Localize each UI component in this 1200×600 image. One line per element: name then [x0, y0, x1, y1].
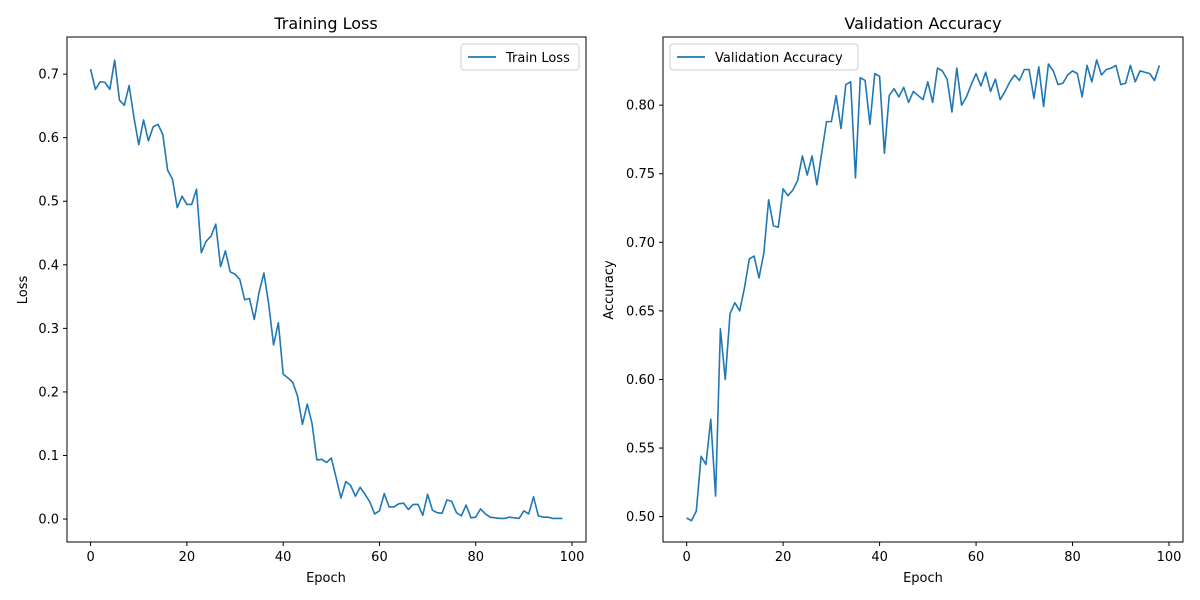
legend: Train Loss: [460, 43, 580, 71]
legend-box: [460, 43, 580, 71]
x-axis-label: Epoch: [903, 571, 943, 586]
y-tick-label: 0.75: [626, 167, 655, 182]
y-tick-label: 0.7: [38, 68, 59, 83]
y-tick-label: 0.1: [38, 449, 59, 464]
x-tick-label: 0: [682, 550, 690, 565]
chart-title: Training Loss: [273, 14, 377, 33]
y-tick-label: 0.80: [626, 99, 655, 114]
x-tick-label: 100: [1157, 550, 1182, 565]
x-tick-label: 0: [86, 550, 94, 565]
y-axis-label: Loss: [16, 276, 31, 305]
y-grid-ticks: 0 20 40 60 80 100 0.50 0.55 0.60 0.65 0.70 0.75 0.80: [626, 99, 1181, 565]
legend-label: Train Loss: [505, 51, 570, 66]
series-line-validation-accuracy: [686, 59, 1161, 522]
x-tick-label: 60: [371, 550, 388, 565]
legend: Validation Accuracy: [669, 43, 859, 71]
legend-label: Validation Accuracy: [715, 51, 843, 66]
x-tick-label: 100: [560, 550, 585, 565]
plot-frame: [66, 36, 587, 543]
y-tick-label: 0.6: [38, 131, 59, 146]
plot-frame: [662, 36, 1184, 543]
x-tick-label: 40: [275, 550, 292, 565]
x-tick-label: 20: [775, 550, 792, 565]
chart-accuracy: Validation Accuracy 0 20 40 60 80 100 0.50 0.55…: [602, 14, 1184, 586]
y-axis-label: Accuracy: [602, 260, 617, 320]
y-tick-label: 0.65: [626, 304, 655, 319]
y-tick-label: 0.4: [38, 258, 59, 273]
chart-title: Validation Accuracy: [844, 14, 1001, 33]
y-tick-label: 0.50: [626, 510, 655, 525]
legend-box: [669, 43, 859, 71]
y-tick-label: 0.5: [38, 195, 59, 210]
x-tick-label: 80: [467, 550, 484, 565]
y-tick-label: 0.3: [38, 322, 59, 337]
y-tick-label: 0.70: [626, 236, 655, 251]
x-tick-label: 60: [968, 550, 985, 565]
chart-loss: Training Loss 0 20 40 60 80 100 0.0 0.1 0.2 0.3 0.…: [16, 14, 587, 586]
y-tick-label: 0.55: [626, 442, 655, 457]
series-line-train-loss: [89, 59, 563, 520]
y-tick-label: 0.0: [38, 513, 59, 528]
y-tick-label: 0.60: [626, 373, 655, 388]
x-tick-label: 40: [871, 550, 888, 565]
x-tick-label: 20: [179, 550, 196, 565]
x-axis-label: Epoch: [306, 571, 346, 586]
y-tick-label: 0.2: [38, 385, 59, 400]
x-tick-label: 80: [1064, 550, 1081, 565]
y-grid-ticks: 0 20 40 60 80 100 0.0 0.1 0.2 0.3 0.4 0.5 0.6 0.7: [38, 68, 584, 565]
